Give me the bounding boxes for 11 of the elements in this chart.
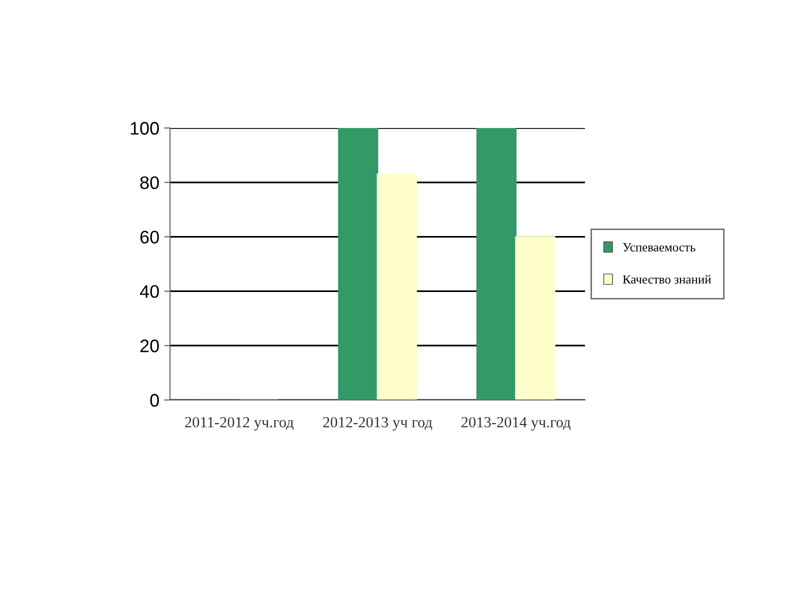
y-tick-label: 60 — [140, 230, 159, 244]
y-tick-label: 80 — [140, 176, 159, 190]
x-tick-label: 2011-2012 уч.год — [185, 417, 294, 431]
legend-label: Качество знаний — [622, 274, 712, 284]
x-tick-label: 2013-2014 уч.год — [461, 417, 570, 431]
x-tick-label: 2012-2013 уч год — [323, 417, 432, 431]
y-tick-label: 20 — [140, 340, 159, 352]
legend-label: Успеваемость — [622, 243, 696, 252]
y-tick-label: 40 — [140, 285, 159, 298]
y-tick-label: 0 — [150, 394, 159, 407]
y-tick-label: 100 — [130, 122, 159, 135]
